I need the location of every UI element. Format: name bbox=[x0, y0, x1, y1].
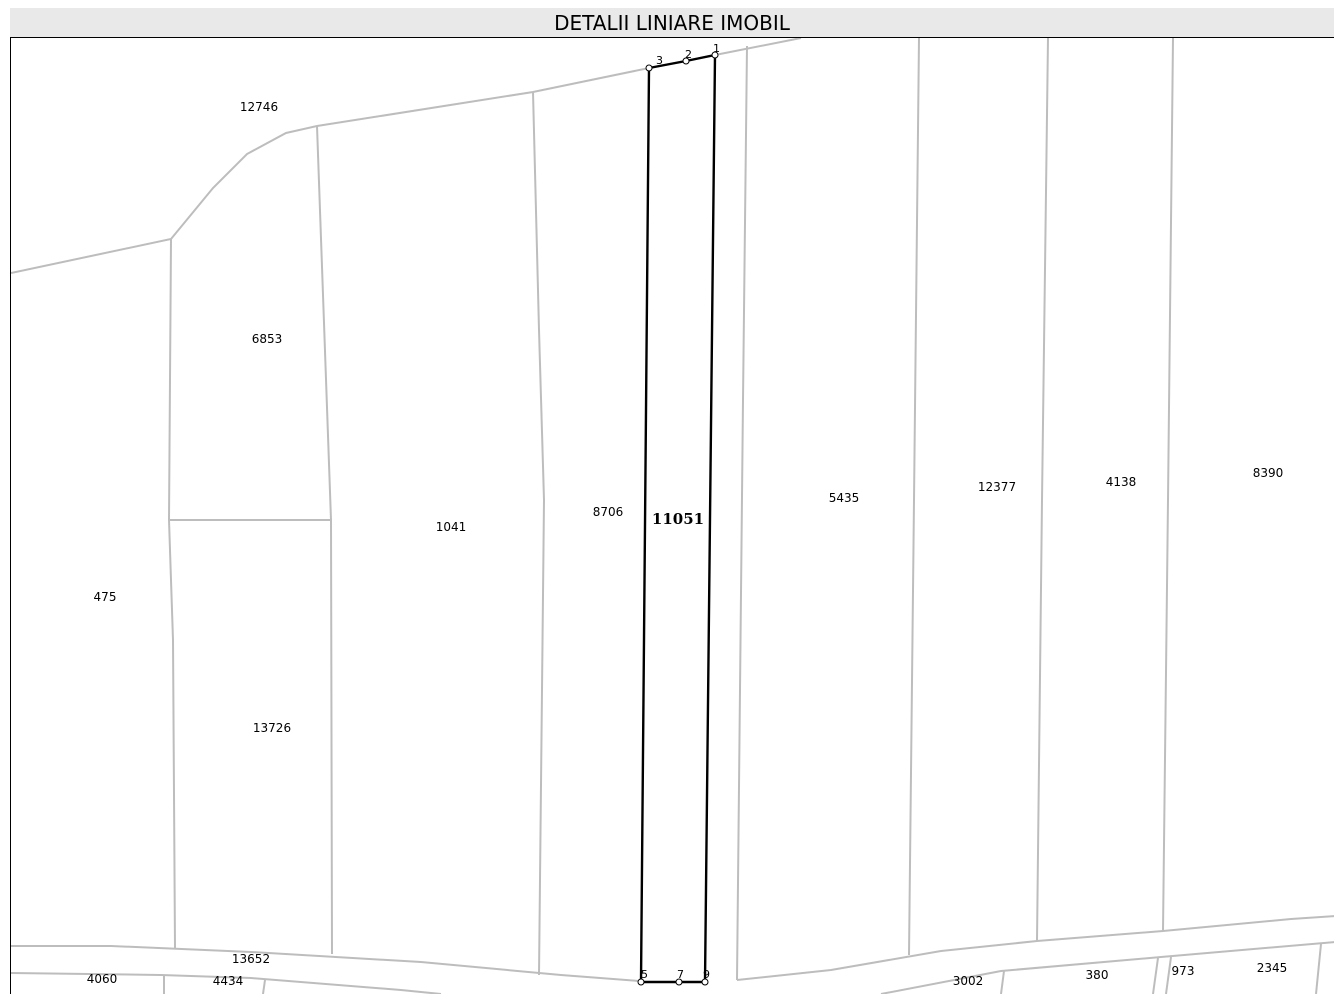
parcel-label: 13726 bbox=[253, 721, 291, 735]
parcel-label: 12746 bbox=[240, 100, 278, 114]
parcel-label: 5435 bbox=[829, 491, 860, 505]
parcel-label: 475 bbox=[94, 590, 117, 604]
boundary-east-4 bbox=[1162, 38, 1174, 932]
target-parcel bbox=[637, 51, 719, 986]
boundary-south-e bbox=[1152, 957, 1159, 994]
parcel-label: 4060 bbox=[87, 972, 118, 986]
boundary-east-1 bbox=[736, 45, 748, 981]
parcel-labels: 11051 12746 6853 475 13726 1041 8706 543… bbox=[87, 100, 1288, 988]
vertex-label: 3 bbox=[656, 54, 663, 67]
vertex-9-marker bbox=[701, 978, 709, 986]
parcel-label: 973 bbox=[1172, 964, 1195, 978]
boundary-1041-8706 bbox=[532, 91, 546, 976]
road-south-north-edge bbox=[11, 945, 640, 982]
vertex-5-marker bbox=[637, 978, 645, 986]
parcel-boundaries bbox=[11, 38, 1334, 994]
cadastral-map: 1 2 3 5 7 9 11051 12746 6853 475 13726 1… bbox=[10, 38, 1334, 994]
vertex-2-marker bbox=[682, 57, 690, 65]
vertex-3-marker bbox=[645, 64, 653, 72]
road-north-edge bbox=[11, 38, 802, 274]
parcel-label: 4138 bbox=[1106, 475, 1137, 489]
parcel-label: 2345 bbox=[1257, 961, 1288, 975]
vertex-label: 5 bbox=[641, 968, 648, 981]
boundary-south-f bbox=[1315, 943, 1322, 994]
vertex-7-marker bbox=[675, 978, 683, 986]
road-south-east-edge bbox=[736, 915, 1334, 981]
vertex-label: 7 bbox=[677, 968, 684, 981]
map-header: DETALII LINIARE IMOBIL bbox=[10, 8, 1334, 38]
parcel-label: 1041 bbox=[436, 520, 467, 534]
boundary-6853-right bbox=[316, 125, 333, 955]
road-south-lower-edge bbox=[11, 972, 442, 994]
parcel-label: 13652 bbox=[232, 952, 270, 966]
parcel-label: 8390 bbox=[1253, 466, 1284, 480]
boundary-south-b bbox=[262, 979, 266, 994]
target-parcel-label: 11051 bbox=[652, 510, 704, 528]
map-title: DETALII LINIARE IMOBIL bbox=[554, 10, 790, 35]
boundary-east-2 bbox=[908, 38, 920, 956]
parcel-label: 8706 bbox=[593, 505, 624, 519]
parcel-label: 4434 bbox=[213, 974, 244, 988]
vertex-label: 9 bbox=[703, 968, 710, 981]
vertex-1-marker bbox=[711, 51, 719, 59]
boundary-6853-left bbox=[167, 238, 176, 949]
parcel-label: 3002 bbox=[953, 974, 984, 988]
parcel-label: 6853 bbox=[252, 332, 283, 346]
boundary-east-3 bbox=[1036, 38, 1049, 942]
road-south-lower-edge-east bbox=[880, 941, 1334, 994]
boundary-south-d bbox=[1165, 956, 1172, 994]
boundary-south-c bbox=[1000, 970, 1005, 994]
parcel-label: 12377 bbox=[978, 480, 1016, 494]
vertex-label: 2 bbox=[685, 48, 692, 61]
vertex-label: 1 bbox=[713, 42, 720, 55]
vertex-labels: 1 2 3 5 7 9 bbox=[641, 42, 720, 981]
parcel-label: 380 bbox=[1086, 968, 1109, 982]
map-canvas: 1 2 3 5 7 9 11051 12746 6853 475 13726 1… bbox=[11, 38, 1334, 994]
